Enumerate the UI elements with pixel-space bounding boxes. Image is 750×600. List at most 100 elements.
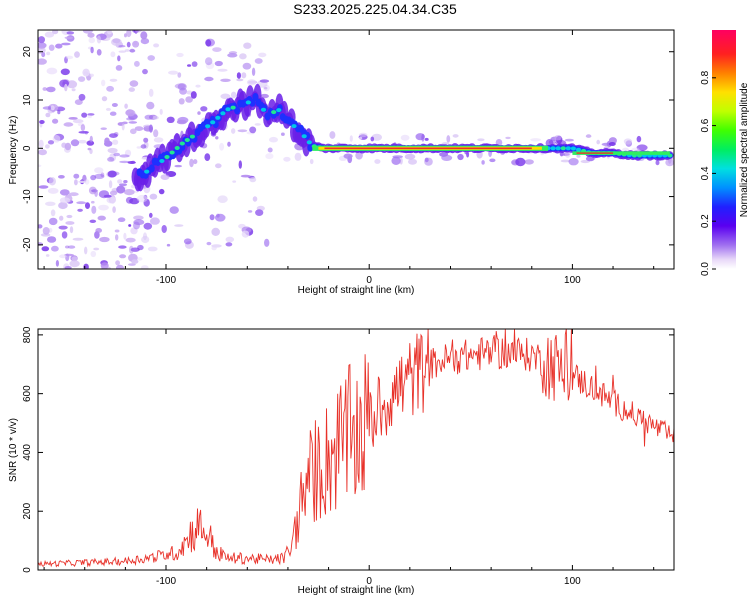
spectrogram-noise-speck	[52, 135, 61, 143]
ridge-band	[148, 164, 155, 173]
snr-area	[38, 329, 674, 568]
ridge-band	[249, 98, 256, 107]
chart-title: S233.2025.225.04.34.C35	[293, 1, 457, 17]
spectrogram-noise-speck	[63, 122, 74, 127]
spectrogram-noise-speck	[153, 129, 159, 138]
spectrogram-noise-speck	[408, 158, 417, 165]
spectrogram-noise-speck	[466, 151, 470, 158]
spectrogram-noise-speck	[254, 58, 263, 64]
spectrogram-noise-speck	[247, 210, 253, 213]
spectrogram-noise-speck	[193, 159, 198, 165]
spectrogram-noise-speck	[123, 189, 135, 196]
spectrogram-noise-speck	[187, 64, 192, 67]
spectrogram-noise-speck	[112, 206, 116, 214]
spectrogram-noise-speck	[48, 44, 55, 51]
spectrogram-noise-speck	[370, 136, 375, 142]
spectrogram-noise-speck	[219, 142, 225, 151]
spectrogram-noise-speck	[147, 55, 155, 61]
spectrogram-noise-speck	[255, 209, 264, 217]
spectrogram-noise-speck	[117, 217, 126, 222]
spectrogram-noise-speck	[515, 157, 526, 167]
spectrogram-noise-speck	[64, 266, 72, 269]
spectrogram-noise-speck	[178, 98, 185, 105]
spectrogram-noise-speck	[125, 109, 136, 117]
spectrogram-noise-speck	[124, 33, 127, 38]
x-tick-label: 100	[564, 275, 581, 286]
spectrogram-noise-speck	[259, 79, 270, 83]
spectrogram-noise-speck	[121, 123, 125, 131]
spectrogram-noise-speck	[45, 201, 56, 206]
spectrogram-noise-speck	[220, 93, 231, 100]
spectrogram-noise-speck	[137, 257, 143, 261]
ridge-strong-core	[576, 152, 614, 154]
spectrogram-noise-speck	[140, 144, 147, 149]
spectrogram-noise-speck	[38, 185, 49, 189]
spectrogram-noise-speck	[189, 158, 194, 168]
spectrogram-noise-speck	[59, 79, 69, 88]
y-tick-label: 0	[22, 145, 33, 151]
ridge-core	[230, 105, 236, 110]
spectrogram-noise-speck	[134, 126, 144, 131]
snr-y-label: SNR (10 * v/v)	[8, 418, 19, 482]
spectrogram-noise-speck	[107, 30, 112, 35]
snr-panel: -100 0 100 0 200 400 600 800 Height of straigh…	[8, 326, 675, 596]
spectrogram-noise-speck	[109, 190, 118, 196]
spectrogram-noise-speck	[560, 159, 571, 163]
spectrogram-noise-speck	[231, 128, 236, 134]
spectrogram-noise-speck	[133, 221, 140, 230]
colorbar-label: Normalized spectral amplitude	[739, 82, 750, 217]
spectrogram-noise-speck	[64, 83, 68, 92]
spectrogram-noise-speck	[153, 43, 160, 48]
spectrogram-noise-speck	[131, 259, 139, 264]
spectrogram-noise-speck	[359, 136, 363, 140]
ridge-core	[144, 169, 150, 174]
spectrogram-noise-speck	[44, 31, 55, 38]
spectrogram-noise-speck	[214, 60, 223, 67]
spectrogram-noise-speck	[59, 189, 70, 196]
spectrogram-noise-speck	[103, 194, 112, 198]
spectrogram-noise-speck	[55, 43, 63, 49]
spectrogram-noise-speck	[177, 83, 187, 91]
spectrogram-noise-speck	[48, 177, 57, 186]
spectrogram-noise-speck	[249, 177, 257, 183]
spectrogram-noise-speck	[48, 217, 58, 226]
spectrogram-noise-speck	[110, 196, 116, 204]
spectrogram-noise-speck	[106, 85, 114, 92]
spectrogram-noise-speck	[195, 84, 201, 88]
spectrogram-noise-speck	[61, 42, 71, 46]
spectrogram-noise-speck	[91, 205, 97, 214]
y-tick-label: -20	[22, 237, 33, 252]
spectrogram-noise-speck	[329, 131, 336, 139]
spectrogram-noise-speck	[105, 107, 111, 111]
spectrogram-noise-speck	[42, 87, 48, 91]
spectrogram-noise-speck	[242, 62, 252, 70]
spectrogram-noise-speck	[65, 221, 75, 225]
spectrogram-noise-speck	[45, 112, 51, 118]
spectrogram-noise-speck	[116, 264, 124, 269]
spectrogram-noise-speck	[109, 78, 118, 82]
spectrogram-noise-speck	[243, 42, 252, 49]
spectrogram-noise-speck	[125, 117, 135, 121]
spectrogram-noise-speck	[117, 179, 123, 184]
spectrogram-noise-speck	[101, 96, 108, 102]
spectrogram-noise-speck	[94, 189, 98, 197]
spectrogram-noise-speck	[197, 111, 201, 115]
spectrogram-noise-speck	[424, 137, 429, 141]
ridge-core	[575, 147, 582, 152]
spectrogram-noise-speck	[38, 149, 47, 156]
spectrogram-noise-speck	[371, 133, 382, 141]
ridge-core	[560, 146, 566, 151]
spectrogram-noise-speck	[152, 115, 159, 120]
colorbar-tick-label: 0.6	[700, 118, 711, 132]
spectrogram-noise-speck	[153, 137, 164, 143]
spectrogram-noise-speck	[129, 197, 140, 205]
spectrogram-noise-speck	[142, 68, 148, 75]
spectrogram-noise-speck	[168, 70, 179, 75]
ridge-core	[276, 108, 282, 113]
ridge-strong-core	[324, 147, 532, 150]
x-tick-label: -100	[156, 275, 176, 286]
spectrogram-noise-speck	[457, 153, 464, 161]
spectrogram-noise-speck	[205, 38, 215, 47]
spectrogram-noise-speck	[211, 227, 220, 236]
spectrogram-noise-speck	[215, 136, 219, 140]
